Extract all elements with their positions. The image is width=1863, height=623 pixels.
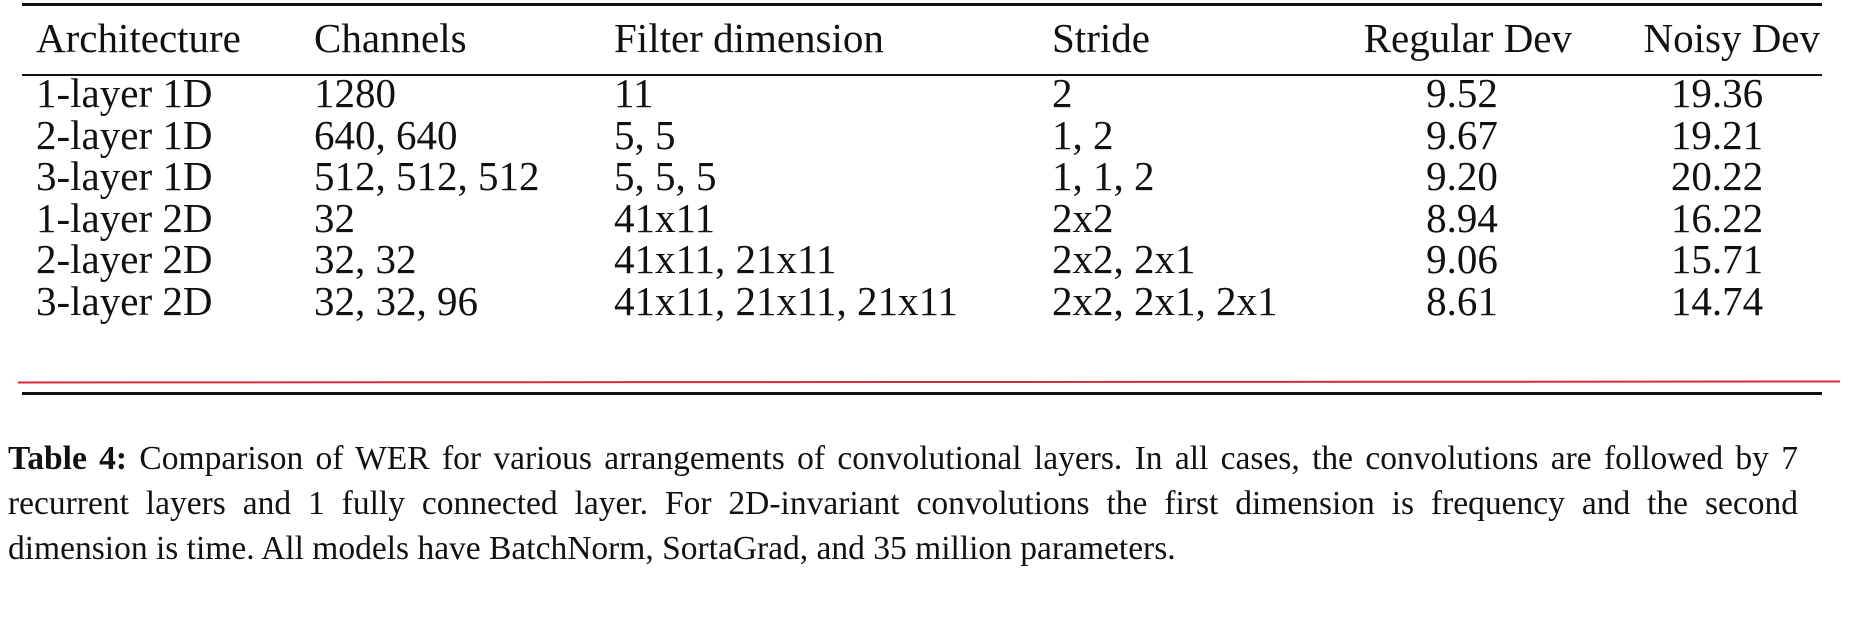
annotation-underline [17, 380, 1841, 384]
cell-stride: 2x2, 2x1 [1052, 236, 1196, 282]
cell-filter-dimension: 41x11, 21x11, 21x11 [614, 277, 958, 324]
cell-channels: 640, 640 [314, 111, 458, 158]
header-stride: Stride [1052, 15, 1150, 61]
header-regular-dev: Regular Dev [1363, 15, 1572, 61]
cell-regular-dev: 8.94 [1426, 194, 1498, 241]
header-architecture: Architecture [36, 15, 241, 61]
caption-text: Comparison of WER for various arrangemen… [8, 440, 1799, 567]
cell-noisy-dev: 16.22 [1670, 194, 1764, 241]
table-caption: Table 4: Comparison of WER for various a… [8, 436, 1798, 571]
table-header-rule [22, 74, 1822, 76]
cell-filter-dimension: 41x11, 21x11 [614, 236, 837, 282]
cell-regular-dev: 9.20 [1426, 153, 1498, 199]
cell-channels: 32, 32, 96 [314, 277, 478, 324]
cell-filter-dimension: 5, 5 [614, 111, 676, 158]
cell-noisy-dev: 14.74 [1670, 277, 1764, 324]
cell-stride: 2x2, 2x1, 2x1 [1052, 277, 1278, 324]
cell-architecture: 3-layer 2D [36, 277, 213, 324]
table-bottom-rule [22, 392, 1822, 395]
cell-channels: 512, 512, 512 [314, 153, 540, 199]
cell-architecture: 2-layer 2D [36, 236, 213, 282]
header-filter-dimension: Filter dimension [614, 15, 884, 61]
cell-regular-dev: 8.61 [1426, 277, 1498, 324]
cell-regular-dev: 9.67 [1426, 111, 1498, 158]
header-channels: Channels [314, 15, 467, 61]
cell-stride: 1, 2 [1052, 111, 1114, 158]
cell-filter-dimension: 5, 5, 5 [614, 153, 717, 199]
cell-architecture: 3-layer 1D [36, 153, 213, 199]
caption-label: Table 4: [8, 440, 128, 477]
cell-noisy-dev: 15.71 [1670, 236, 1764, 282]
cell-noisy-dev: 19.36 [1670, 70, 1764, 116]
cell-regular-dev: 9.52 [1426, 70, 1498, 116]
cell-stride: 1, 1, 2 [1052, 153, 1155, 199]
cell-architecture: 1-layer 2D [36, 194, 213, 241]
cell-noisy-dev: 19.21 [1670, 111, 1764, 158]
cell-noisy-dev: 20.22 [1670, 153, 1764, 199]
cell-architecture: 2-layer 1D [36, 111, 213, 158]
cell-regular-dev: 9.06 [1426, 236, 1498, 282]
cell-stride: 2x2 [1052, 194, 1114, 241]
table-top-rule [22, 3, 1822, 6]
cell-channels: 1280 [314, 70, 396, 116]
cell-architecture: 1-layer 1D [36, 70, 213, 116]
cell-channels: 32 [314, 194, 355, 241]
cell-channels: 32, 32 [314, 236, 417, 282]
header-noisy-dev: Noisy Dev [1643, 15, 1820, 61]
cell-filter-dimension: 41x11 [614, 194, 715, 241]
cell-filter-dimension: 11 [614, 70, 654, 116]
cell-stride: 2 [1052, 70, 1073, 116]
